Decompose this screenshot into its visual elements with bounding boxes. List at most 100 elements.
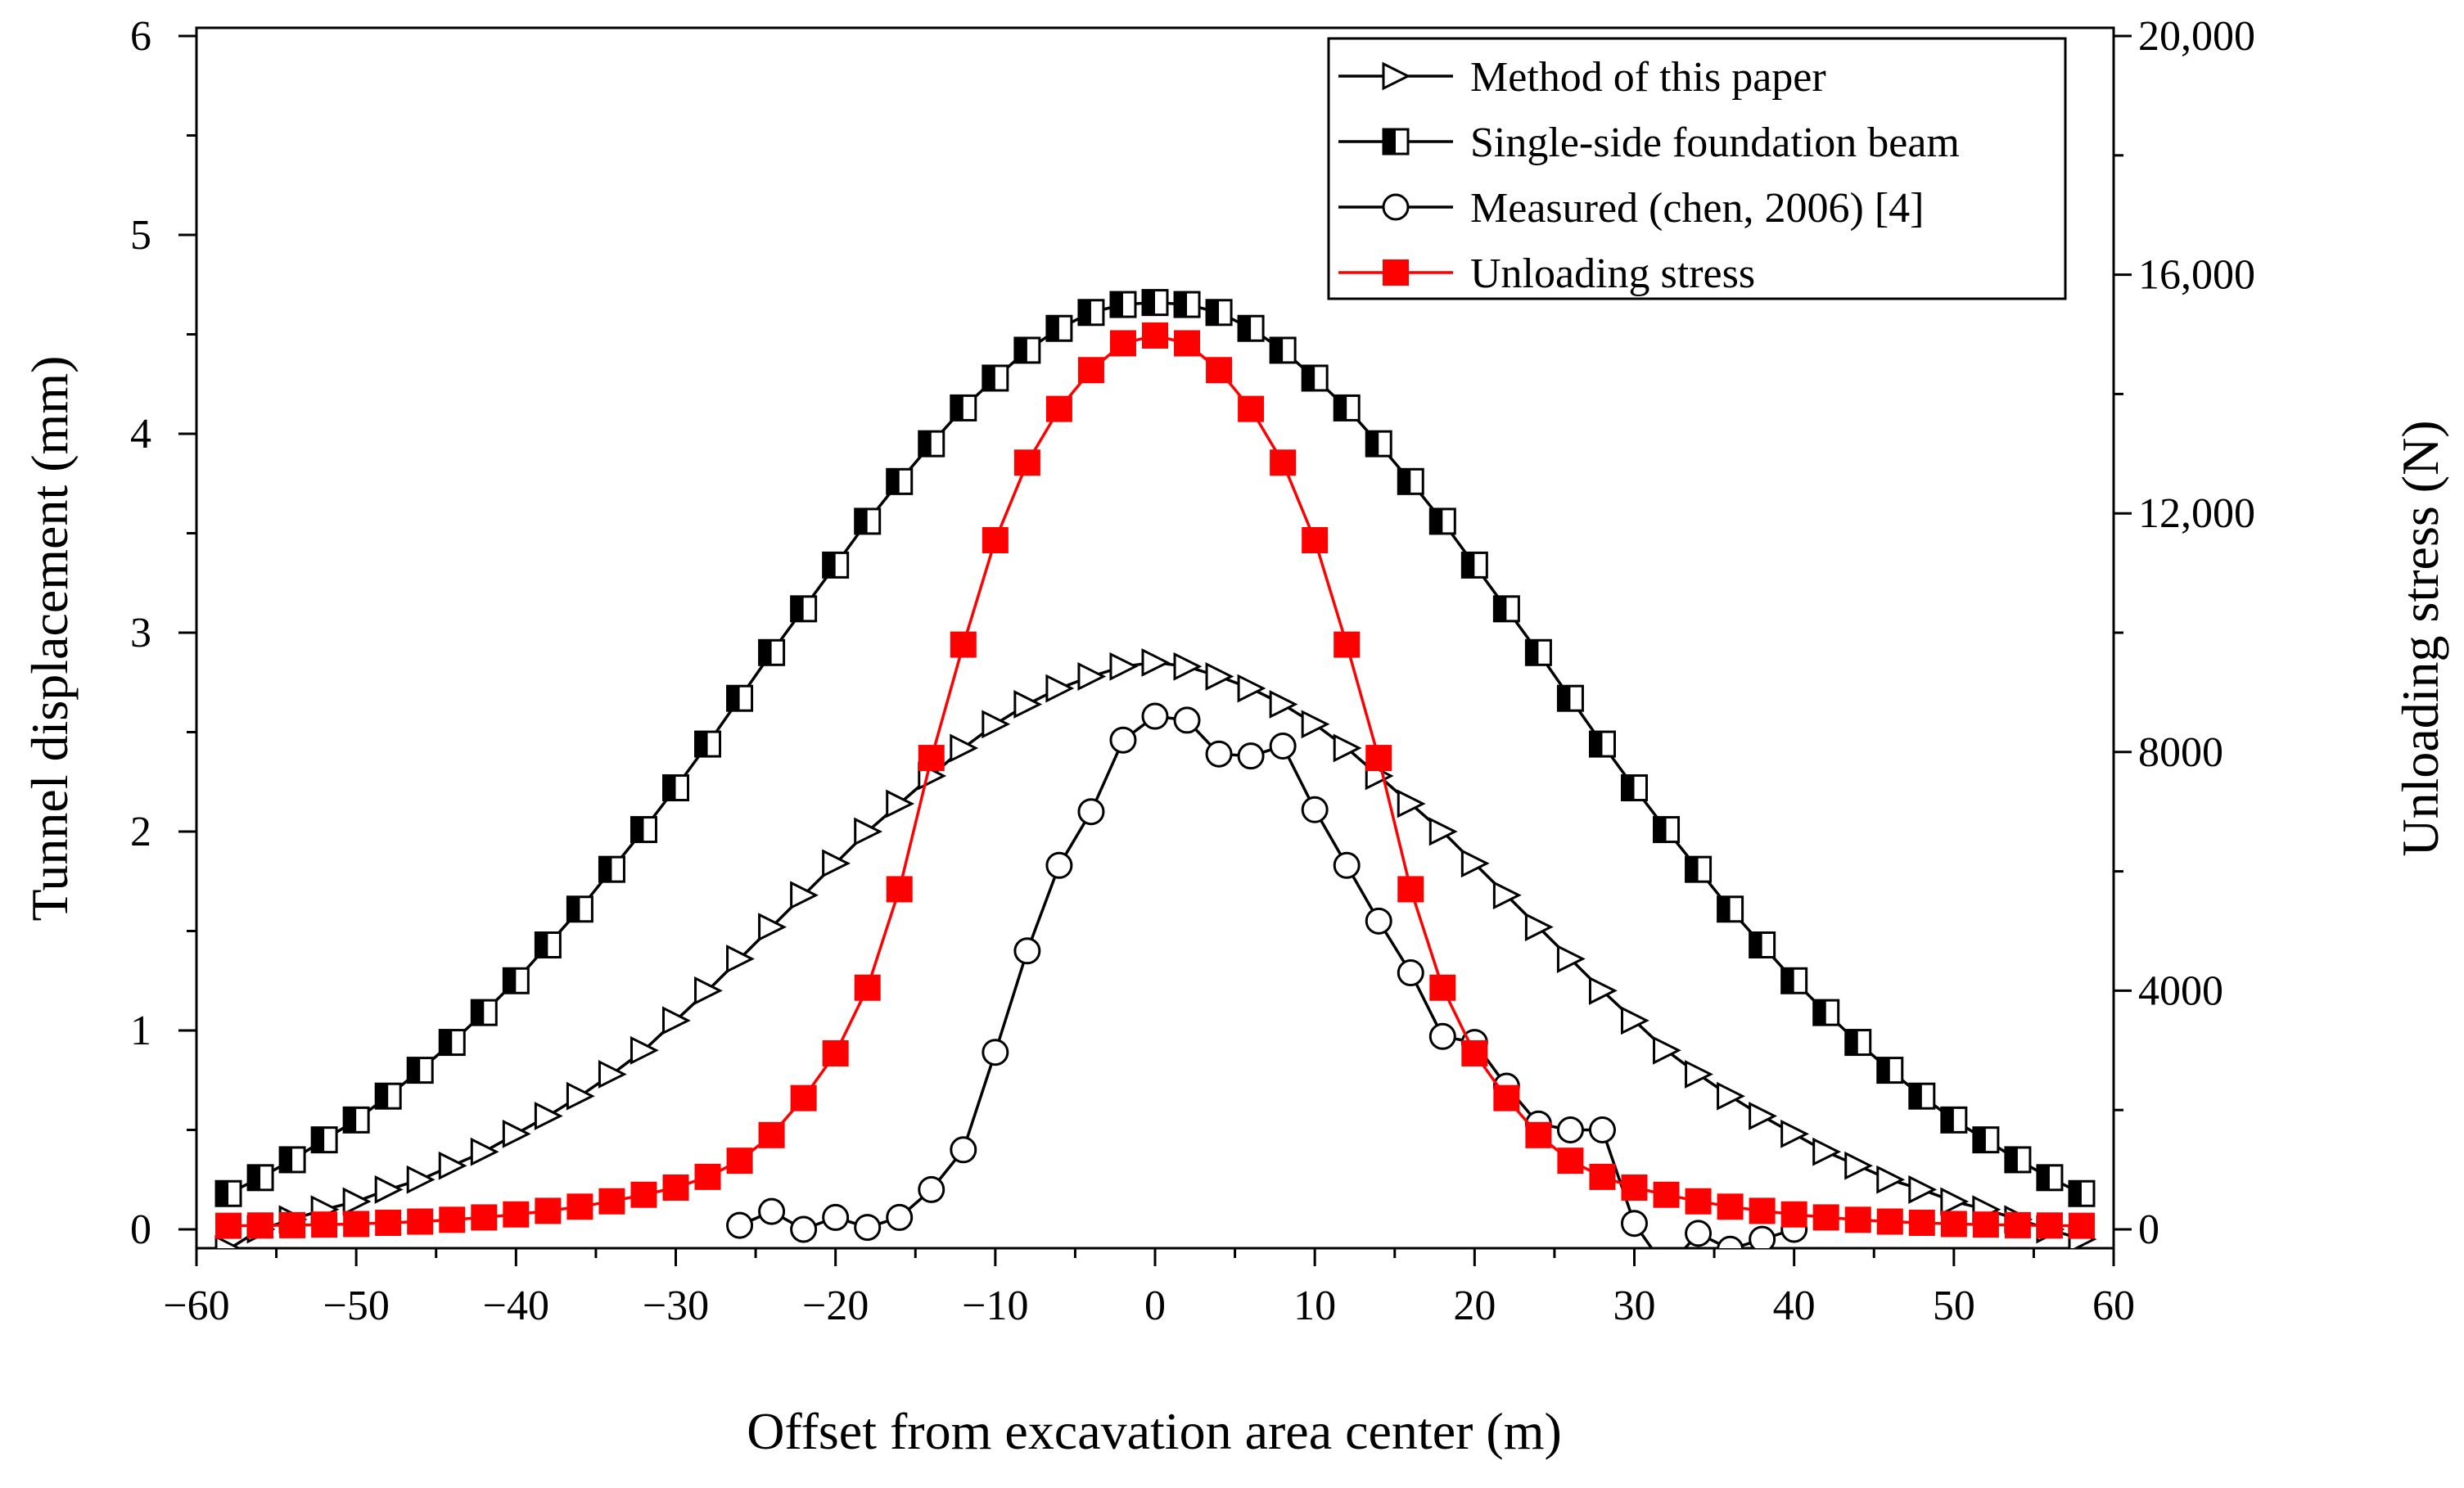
data-point-2 (1428, 1022, 1456, 1050)
data-point-1 (1109, 291, 1137, 318)
x-tick-label: −20 (802, 1283, 869, 1329)
data-point-3 (1302, 527, 1329, 554)
data-point-1-fill (1749, 932, 1762, 958)
data-point-1-fill (855, 508, 868, 534)
data-point-0 (534, 1102, 563, 1130)
data-point-1 (2068, 1179, 2096, 1207)
data-point-1 (1460, 551, 1488, 579)
data-point-2 (918, 1175, 945, 1203)
data-point-1-fill (727, 686, 740, 711)
data-point-1-fill (1717, 896, 1731, 922)
data-point-1 (1556, 684, 1584, 712)
data-point-1 (1077, 299, 1105, 327)
data-point-1 (374, 1082, 402, 1110)
series-line-2 (738, 715, 1795, 1248)
data-point-1 (406, 1057, 434, 1084)
data-point-0 (726, 945, 755, 973)
data-point-1 (1365, 430, 1392, 458)
data-point-1 (982, 364, 1009, 392)
data-point-3 (1589, 1163, 1616, 1190)
data-point-0 (1173, 652, 1203, 681)
data-point-2 (1621, 1210, 1648, 1238)
data-point-1 (2004, 1146, 2032, 1174)
data-point-1-fill (1686, 857, 1699, 882)
data-point-1 (214, 1179, 242, 1207)
x-tick-label: 10 (1293, 1283, 1336, 1329)
data-point-1-fill (950, 395, 963, 421)
data-point-0 (1588, 976, 1618, 1005)
data-point-2 (1045, 851, 1073, 879)
data-point-0 (598, 1060, 627, 1089)
data-point-1-fill (791, 596, 804, 621)
legend-marker (1383, 259, 1409, 286)
data-point-3 (1238, 395, 1265, 422)
data-point-1 (662, 774, 689, 802)
data-point-3 (2036, 1212, 2063, 1239)
data-point-1-fill (2069, 1181, 2082, 1206)
data-point-0 (1876, 1165, 1906, 1194)
data-point-3 (375, 1209, 402, 1236)
data-point-3 (1206, 357, 1233, 384)
data-point-1-fill (248, 1165, 261, 1190)
data-point-3 (1461, 1039, 1488, 1066)
data-point-2 (1077, 798, 1105, 826)
data-point-3 (215, 1212, 242, 1239)
data-point-1-fill (887, 469, 900, 494)
data-point-1 (694, 730, 722, 758)
data-point-1 (1653, 816, 1681, 844)
data-point-0 (1045, 674, 1075, 703)
data-point-2 (1141, 702, 1169, 730)
data-point-1 (566, 895, 593, 923)
data-point-1-fill (1430, 508, 1443, 534)
data-point-1-fill (1398, 469, 1411, 494)
data-point-0 (1109, 652, 1139, 681)
data-point-1-fill (1014, 337, 1027, 363)
x-tick-label: −60 (163, 1283, 229, 1329)
y-left-tick-label: 6 (130, 13, 151, 60)
data-point-3 (1940, 1211, 1967, 1238)
data-point-0 (1460, 849, 1490, 878)
data-point-1-fill (1558, 686, 1571, 711)
data-point-3 (1045, 395, 1072, 422)
data-point-0 (1301, 710, 1330, 739)
data-point-3 (726, 1148, 753, 1175)
data-point-3 (1270, 449, 1297, 476)
data-point-1 (1428, 507, 1456, 535)
data-point-2 (790, 1215, 818, 1243)
data-point-0 (438, 1151, 467, 1180)
data-point-1 (1844, 1029, 1872, 1057)
data-point-2 (1173, 706, 1201, 734)
data-point-1 (598, 855, 625, 883)
data-point-0 (1621, 1006, 1649, 1035)
data-point-0 (1780, 1119, 1810, 1148)
data-point-1-fill (1239, 316, 1252, 341)
data-point-0 (1205, 662, 1234, 691)
data-point-0 (1749, 1102, 1777, 1130)
data-point-1 (758, 638, 786, 666)
data-point-0 (982, 710, 1011, 739)
data-point-1-fill (759, 640, 772, 665)
data-point-3 (1077, 357, 1104, 384)
data-point-3 (1749, 1197, 1776, 1224)
data-point-0 (630, 1035, 659, 1065)
data-point-0 (1908, 1175, 1938, 1204)
data-point-2 (1685, 1220, 1713, 1247)
data-point-1 (1621, 774, 1648, 802)
data-point-0 (1428, 817, 1458, 846)
data-point-3 (2068, 1212, 2095, 1239)
y-left-tick-label: 3 (130, 610, 151, 656)
data-point-0 (790, 881, 819, 910)
data-point-3 (535, 1197, 562, 1224)
legend-label: Unloading stress (1470, 250, 1755, 297)
data-point-2 (1333, 851, 1361, 879)
data-point-2 (1013, 937, 1041, 965)
data-point-1-fill (1526, 640, 1539, 665)
data-point-1-fill (1845, 1030, 1858, 1055)
data-point-1 (1045, 314, 1073, 342)
data-point-3 (1174, 330, 1201, 357)
data-point-1 (918, 430, 945, 458)
data-point-0 (566, 1081, 595, 1111)
data-point-3 (1525, 1121, 1552, 1148)
